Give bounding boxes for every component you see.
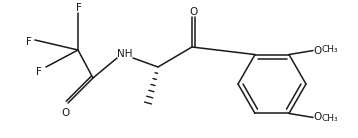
Text: CH₃: CH₃ xyxy=(322,45,338,54)
Text: F: F xyxy=(76,3,82,13)
Text: NH: NH xyxy=(117,49,133,59)
Text: F: F xyxy=(26,37,32,47)
Text: O: O xyxy=(314,46,322,56)
Text: O: O xyxy=(62,108,70,118)
Text: O: O xyxy=(314,112,322,122)
Text: F: F xyxy=(36,67,42,77)
Text: CH₃: CH₃ xyxy=(322,114,338,123)
Text: O: O xyxy=(189,7,197,17)
